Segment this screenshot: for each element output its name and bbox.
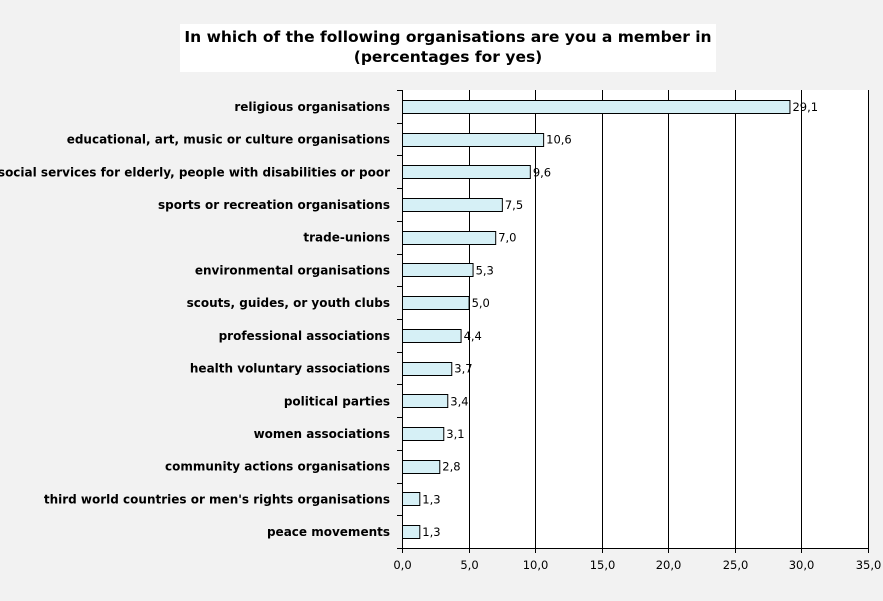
data-label: 5,3 (476, 263, 494, 277)
data-label: 9,6 (533, 165, 551, 179)
bar (402, 198, 503, 212)
data-label: 1,3 (422, 525, 440, 539)
data-label: 2,8 (442, 460, 460, 474)
bar (402, 492, 421, 506)
bar (402, 100, 791, 114)
x-tick-label: 25,0 (723, 558, 749, 572)
category-label: third world countries or men's rights or… (44, 492, 390, 506)
category-label: environmental organisations (195, 263, 390, 277)
bar (402, 427, 445, 441)
bar (402, 133, 545, 147)
chart-subtitle: (percentages for yes) (353, 48, 543, 66)
data-label: 29,1 (792, 100, 818, 114)
category-label: trade-unions (303, 231, 390, 245)
data-label: 7,5 (505, 198, 523, 212)
category-label: religious organisations (234, 100, 390, 114)
bar (402, 263, 474, 277)
bar (402, 394, 449, 408)
category-label: political parties (284, 394, 390, 408)
data-label: 10,6 (546, 133, 572, 147)
category-label: health voluntary associations (190, 362, 390, 376)
category-label: community actions organisations (165, 460, 390, 474)
data-label: 4,4 (464, 329, 482, 343)
bar (402, 362, 453, 376)
data-label: 3,7 (454, 362, 472, 376)
category-label: sports or recreation organisations (158, 198, 390, 212)
plot-area (402, 90, 868, 548)
bar (402, 329, 462, 343)
x-tick-label: 0,0 (393, 558, 411, 572)
category-label: scouts, guides, or youth clubs (187, 296, 390, 310)
bar (402, 231, 497, 245)
category-label: professional associations (219, 329, 390, 343)
bar (402, 165, 531, 179)
bar (402, 460, 441, 474)
x-tick-label: 5,0 (460, 558, 478, 572)
x-tick-label: 35,0 (856, 558, 882, 572)
data-label: 5,0 (472, 296, 490, 310)
category-label: social services for elderly, people with… (0, 165, 390, 179)
x-tick-label: 20,0 (656, 558, 682, 572)
category-label: women associations (254, 427, 390, 441)
x-tick-label: 15,0 (590, 558, 616, 572)
data-label: 1,3 (422, 492, 440, 506)
data-label: 7,0 (498, 231, 516, 245)
bar (402, 525, 421, 539)
data-label: 3,4 (450, 394, 468, 408)
data-label: 3,1 (446, 427, 464, 441)
chart-title-box: In which of the following organisations … (180, 24, 716, 72)
category-label: educational, art, music or culture organ… (67, 133, 390, 147)
chart-title: In which of the following organisations … (184, 28, 712, 46)
x-tick-label: 30,0 (789, 558, 815, 572)
category-label: peace movements (267, 525, 390, 539)
x-tick-label: 10,0 (523, 558, 549, 572)
bar (402, 296, 470, 310)
